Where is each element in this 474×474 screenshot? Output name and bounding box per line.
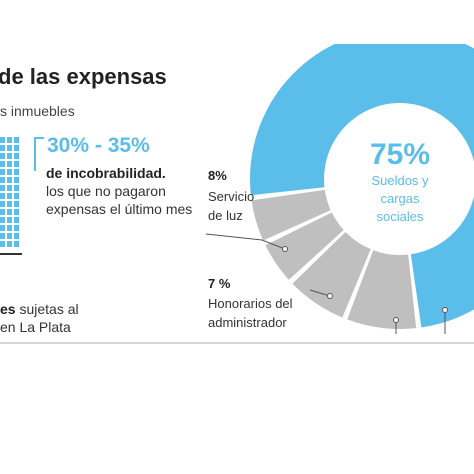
center-label-line2: cargas xyxy=(380,191,420,206)
leader-dot-slice-5 xyxy=(442,307,448,313)
callout-admin-line2: administrador xyxy=(208,315,287,330)
callout-text-light: Servicio de luz xyxy=(208,187,254,225)
subject-note-line1: es sujetas al xyxy=(0,300,79,318)
leader-dot-slice-4 xyxy=(393,317,399,323)
donut-slice-3 xyxy=(292,231,371,318)
delinquency-range: 30% - 35% xyxy=(47,134,150,157)
infographic-panel: de las expensas s inmuebles 30% - 35% de… xyxy=(0,44,474,344)
leader-dot-light xyxy=(282,246,288,252)
donut-slice-2 xyxy=(347,250,417,329)
expenses-donut-chart: 75% Sueldos y cargas sociales xyxy=(205,44,474,334)
leader-dot-admin xyxy=(327,293,333,299)
subject-note-line2: en La Plata xyxy=(0,319,71,335)
center-label-line1: Sueldos y xyxy=(371,173,429,188)
callout-light-line2: de luz xyxy=(208,208,243,223)
range-bracket xyxy=(34,137,44,171)
subtitle: s inmuebles xyxy=(0,103,75,119)
leader-line-admin xyxy=(309,289,331,297)
center-label-line3: sociales xyxy=(377,209,424,224)
delinquency-description: los que no pagaron expensas el último me… xyxy=(46,183,193,217)
bottom-divider xyxy=(0,342,474,344)
buildings-grid-icon xyxy=(0,137,22,255)
callout-admin-line1: Honorarios del xyxy=(208,296,293,311)
center-percentage: 75% xyxy=(370,138,430,171)
page-title: de las expensas xyxy=(0,64,167,89)
callout-light-line1: Servicio xyxy=(208,189,255,204)
donut-slice-4 xyxy=(265,212,344,280)
leader-line-light xyxy=(205,233,286,250)
callout-pct-admin: 7 % xyxy=(208,276,231,291)
delinquency-label: de incobrabilidad. xyxy=(46,165,166,181)
donut-slice-1 xyxy=(250,44,474,328)
callout-text-admin: Honorarios del administrador xyxy=(208,294,293,332)
subject-bold: es xyxy=(0,301,16,317)
subject-rest: sujetas al xyxy=(15,301,79,317)
subject-note: es sujetas al en La Plata xyxy=(0,300,79,336)
donut-slice-5 xyxy=(251,189,331,241)
callout-pct-light: 8% xyxy=(208,168,227,183)
